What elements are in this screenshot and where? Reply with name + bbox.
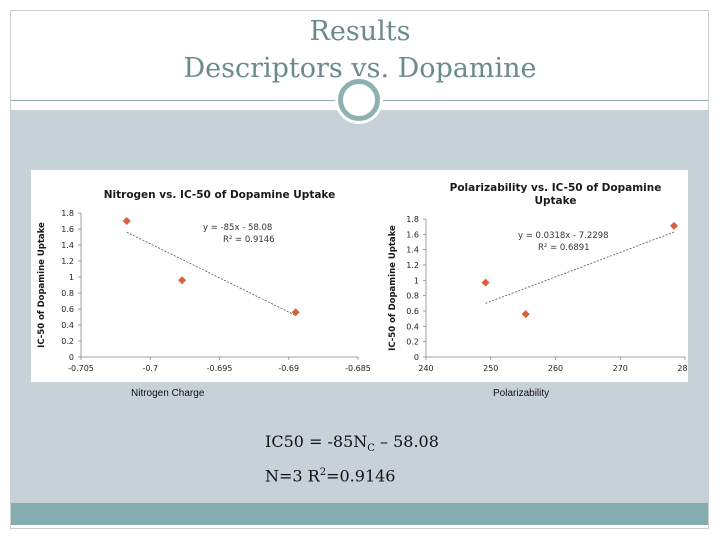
chart2-y-tick-label: 1.8 xyxy=(406,215,419,224)
chart2-equation-label: y = 0.0318x - 7.2298 xyxy=(518,231,609,241)
chart1-x-tick-label: -0.69 xyxy=(278,364,299,373)
chart1-data-point xyxy=(178,276,187,285)
chart1-x-tick-label: -0.7 xyxy=(142,364,158,373)
chart2-title-line1: Polarizability vs. IC-50 of Dopamine xyxy=(450,182,662,194)
equation-line1-prefix: IC50 = -85N xyxy=(265,432,368,451)
chart1-y-tick-label: 1.8 xyxy=(61,209,74,218)
chart2-x-axis-label: Polarizability xyxy=(493,388,550,399)
chart1-y-tick-label: 0.8 xyxy=(61,289,74,298)
chart2-y-tick-label: 1.2 xyxy=(406,261,419,270)
charts-panel: Nitrogen vs. IC-50 of Dopamine Uptake IC-… xyxy=(31,170,688,382)
chart2-data-point xyxy=(669,221,678,230)
equation-line1-sub: C xyxy=(367,443,375,455)
chart2-x-tick-label: 240 xyxy=(418,364,433,373)
slide-subtitle: Descriptors vs. Dopamine xyxy=(183,53,537,84)
chart1-y-tick-label: 1 xyxy=(69,273,74,282)
chart1-y-tick-label: 0 xyxy=(69,353,74,362)
title-rule-right xyxy=(382,100,708,101)
chart2-x-tick-label: 260 xyxy=(548,364,563,373)
chart2-x-tick-label: 250 xyxy=(483,364,498,373)
chart1-r-squared-label: R² = 0.9146 xyxy=(223,235,275,245)
equation-line2-prefix: N=3 R xyxy=(265,466,320,486)
chart2-y-tick-label: 0.8 xyxy=(406,292,419,301)
chart1-y-tick-label: 0.6 xyxy=(61,305,74,314)
charts-svg: Nitrogen vs. IC-50 of Dopamine Uptake IC-… xyxy=(37,182,688,373)
chart1-x-tick-label: -0.705 xyxy=(68,364,94,373)
chart1-y-tick-label: 1.6 xyxy=(61,225,74,234)
chart1-title: Nitrogen vs. IC-50 of Dopamine Uptake xyxy=(104,189,336,201)
equation-line1-suffix: – 58.08 xyxy=(374,432,439,451)
chart1-x-axis-label: Nitrogen Charge xyxy=(131,388,205,399)
chart1-data-point xyxy=(291,308,300,317)
chart1-y-axis-label: IC-50 of Dopamine Uptake xyxy=(37,222,47,348)
chart1-y-tick-label: 1.2 xyxy=(61,257,74,266)
chart2-y-tick-label: 0.2 xyxy=(406,338,419,347)
equation-line-2: N=3 R2=0.9146 xyxy=(265,461,439,488)
equation-line2-sup: 2 xyxy=(319,467,327,479)
slide-frame xyxy=(10,10,709,529)
equation-line-1: IC50 = -85NC – 58.08 xyxy=(265,430,439,461)
chart2-y-tick-label: 0 xyxy=(414,353,419,362)
regression-equation: IC50 = -85NC – 58.08 N=3 R2=0.9146 xyxy=(265,430,439,489)
footer-bar xyxy=(11,503,708,525)
chart2-data-point xyxy=(481,278,490,287)
chart2-y-tick-label: 1.4 xyxy=(406,246,419,255)
equation-line2-suffix: =0.9146 xyxy=(326,466,396,486)
chart1-y-tick-label: 0.2 xyxy=(61,337,74,346)
chart2-y-axis-label: IC-50 of Dopamine Uptake xyxy=(388,225,398,351)
chart2-r-squared-label: R² = 0.6891 xyxy=(538,243,590,253)
chart2-data-point xyxy=(521,310,530,319)
chart2-y-tick-label: 1 xyxy=(414,276,419,285)
title-circle-ornament xyxy=(338,79,380,121)
chart1-data-point xyxy=(122,217,131,225)
chart2-x-tick-label: 280 xyxy=(677,364,688,373)
chart1-equation-label: y = -85x - 58.08 xyxy=(203,223,272,233)
chart2-y-tick-label: 0.6 xyxy=(406,307,419,316)
chart2-y-tick-label: 0.4 xyxy=(406,322,419,331)
title-rule-left xyxy=(11,100,338,101)
slide-title: Results xyxy=(309,16,411,47)
chart1-x-tick-label: -0.695 xyxy=(207,364,233,373)
chart1-y-tick-label: 0.4 xyxy=(61,321,74,330)
chart1-y-tick-label: 1.4 xyxy=(61,241,74,250)
chart2-title-line2: Uptake xyxy=(535,195,577,207)
chart2-x-tick-label: 270 xyxy=(613,364,628,373)
chart2-y-tick-label: 1.6 xyxy=(406,230,419,239)
chart1-x-tick-label: -0.685 xyxy=(345,364,371,373)
